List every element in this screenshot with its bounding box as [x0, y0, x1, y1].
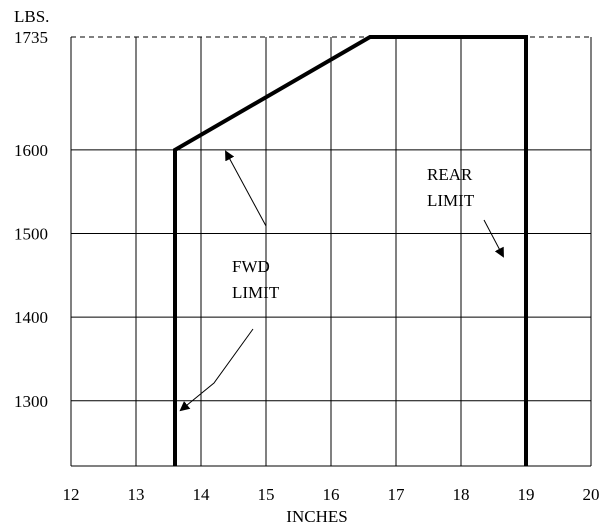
grid	[70, 37, 592, 467]
y-tick-label-1735: 1735	[14, 28, 48, 47]
y-tick-label-1600: 1600	[14, 141, 48, 160]
rear-limit-label-line2: LIMIT	[427, 191, 475, 210]
rear-limit-arrow	[483, 219, 504, 258]
x-tick-label-14: 14	[193, 485, 211, 504]
fwd-limit-arrow-upper	[225, 150, 267, 227]
cg-envelope-line	[173, 35, 528, 466]
x-tick-labels: 12 13 14 15 16 17 18 19 20	[63, 485, 600, 504]
y-tick-label-1500: 1500	[14, 225, 48, 244]
x-tick-label-18: 18	[453, 485, 470, 504]
y-tick-label-1400: 1400	[14, 308, 48, 327]
x-tick-label-12: 12	[63, 485, 80, 504]
fwd-limit-label-line2: LIMIT	[232, 283, 280, 302]
x-axis-label: INCHES	[286, 507, 347, 526]
y-axis-label: LBS.	[14, 7, 49, 26]
x-tick-label-19: 19	[518, 485, 535, 504]
x-tick-label-16: 16	[323, 485, 340, 504]
y-tick-label-1300: 1300	[14, 392, 48, 411]
x-tick-label-15: 15	[258, 485, 275, 504]
fwd-limit-arrow-lower	[179, 328, 254, 412]
x-tick-label-20: 20	[583, 485, 600, 504]
x-tick-label-17: 17	[388, 485, 406, 504]
rear-limit-label-line1: REAR	[427, 165, 473, 184]
rear-limit-annotation: REAR LIMIT	[427, 165, 504, 258]
y-tick-labels: 1735 1600 1500 1400 1300	[14, 28, 48, 411]
fwd-limit-annotation: FWD LIMIT	[179, 150, 280, 412]
fwd-limit-label-line1: FWD	[232, 257, 270, 276]
x-tick-label-13: 13	[128, 485, 145, 504]
